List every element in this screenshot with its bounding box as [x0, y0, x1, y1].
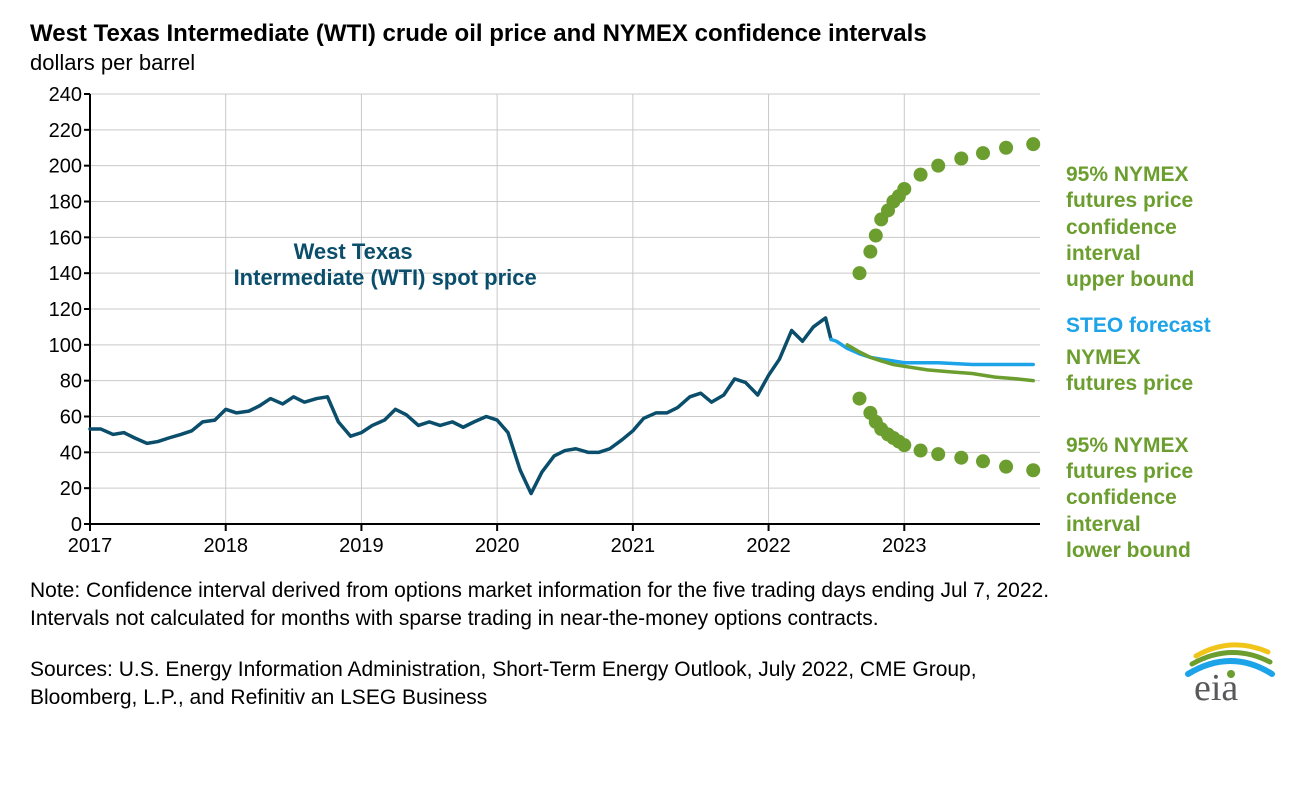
svg-text:60: 60	[60, 407, 82, 429]
svg-text:180: 180	[49, 192, 82, 214]
chart-row: 0 20 40 60 80 100 120 140 160 180 200 220 240 2017 201…	[30, 84, 1286, 569]
svg-text:2021: 2021	[611, 535, 656, 557]
chart-title: West Texas Intermediate (WTI) crude oil …	[30, 20, 1286, 48]
svg-text:100: 100	[49, 335, 82, 357]
svg-text:2022: 2022	[746, 535, 791, 557]
svg-text:2018: 2018	[203, 535, 248, 557]
chart-note: Note: Confidence interval derived from o…	[30, 577, 1080, 634]
right-labels: 95% NYMEX futures price confidence inter…	[1060, 84, 1280, 564]
svg-text:200: 200	[49, 156, 82, 178]
steo_label: STEO forecast	[1066, 313, 1211, 339]
chart-sources: Sources: U.S. Energy Information Adminis…	[30, 656, 1080, 713]
ci_lower_label: 95% NYMEX futures price confidence inter…	[1066, 433, 1193, 564]
chart-svg: 0 20 40 60 80 100 120 140 160 180 200 220 240 2017 201…	[30, 84, 1060, 564]
chart-area: 0 20 40 60 80 100 120 140 160 180 200 220 240 2017 201…	[30, 84, 1060, 569]
svg-text:120: 120	[49, 299, 82, 321]
svg-text:140: 140	[49, 263, 82, 285]
svg-text:0: 0	[71, 514, 82, 536]
nymex_label: NYMEX futures price	[1066, 345, 1193, 398]
ci_upper_label: 95% NYMEX futures price confidence inter…	[1066, 162, 1194, 293]
eia-logo-svg: eia	[1176, 634, 1276, 704]
svg-text:West Texas: West Texas	[294, 239, 413, 264]
svg-text:2020: 2020	[475, 535, 519, 557]
svg-text:80: 80	[60, 371, 82, 393]
svg-text:40: 40	[60, 442, 82, 464]
svg-text:Intermediate (WTI) spot price: Intermediate (WTI) spot price	[234, 265, 537, 290]
svg-text:220: 220	[49, 120, 82, 142]
svg-text:2017: 2017	[68, 535, 113, 557]
svg-text:20: 20	[60, 478, 82, 500]
svg-text:2019: 2019	[339, 535, 384, 557]
footer-row: Sources: U.S. Energy Information Adminis…	[30, 634, 1286, 713]
svg-text:240: 240	[49, 84, 82, 106]
eia-logo: eia	[1176, 634, 1276, 709]
svg-text:2023: 2023	[882, 535, 927, 557]
svg-text:160: 160	[49, 227, 82, 249]
chart-subtitle: dollars per barrel	[30, 50, 1286, 76]
